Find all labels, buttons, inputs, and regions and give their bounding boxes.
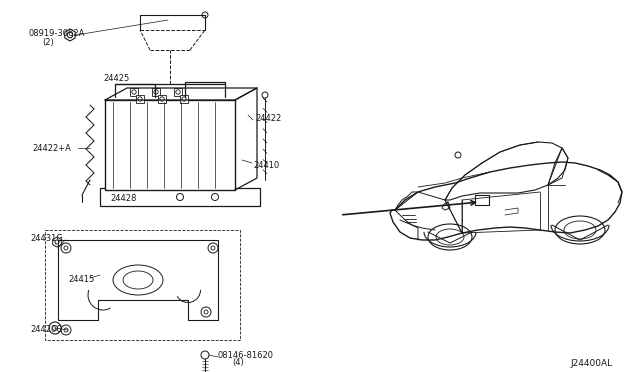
Circle shape (182, 97, 186, 101)
Bar (100, 188, 260, 206)
Text: J24400AL: J24400AL (570, 359, 612, 368)
Text: 24431G: 24431G (30, 234, 63, 243)
Circle shape (211, 246, 215, 250)
Text: 24420C: 24420C (30, 326, 62, 334)
Text: 08919-3062A: 08919-3062A (28, 29, 84, 38)
Circle shape (64, 328, 68, 332)
Text: (2): (2) (42, 38, 54, 46)
Text: 24415: 24415 (68, 276, 94, 285)
Circle shape (160, 97, 164, 101)
Circle shape (176, 90, 180, 94)
Bar (136, 95, 144, 103)
Text: 24422+A: 24422+A (32, 144, 71, 153)
Bar (475, 195, 489, 205)
Bar (158, 95, 166, 103)
Circle shape (132, 90, 136, 94)
Text: 24425: 24425 (103, 74, 129, 83)
Text: 24410: 24410 (253, 160, 279, 170)
Bar (45, 230, 240, 340)
Text: 08146-81620: 08146-81620 (218, 350, 274, 359)
Text: 24428: 24428 (110, 193, 136, 202)
Bar (174, 88, 182, 96)
Text: (4): (4) (232, 359, 244, 368)
Bar (152, 88, 160, 96)
Circle shape (138, 97, 142, 101)
Circle shape (64, 246, 68, 250)
Circle shape (204, 310, 208, 314)
Bar (105, 100, 235, 190)
Polygon shape (52, 237, 61, 247)
Text: 24422: 24422 (255, 113, 281, 122)
Bar (130, 88, 138, 96)
Circle shape (154, 90, 158, 94)
Bar (180, 95, 188, 103)
Circle shape (455, 152, 461, 158)
Polygon shape (65, 29, 75, 41)
